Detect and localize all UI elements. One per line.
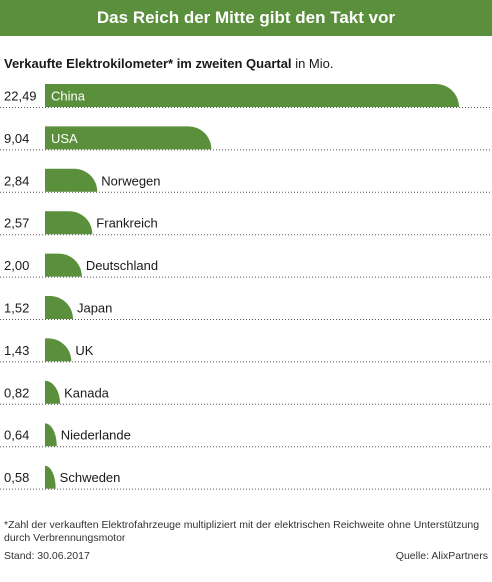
category-label: China bbox=[51, 89, 86, 104]
subtitle-unit: in Mio. bbox=[295, 56, 334, 71]
bar bbox=[45, 465, 56, 489]
footer-source: Quelle: AlixPartners bbox=[395, 550, 488, 562]
category-label: Norwegen bbox=[101, 173, 160, 188]
value-label: 1,43 bbox=[4, 343, 29, 358]
subtitle-bold: Verkaufte Elektrokilometer* im zweiten Q… bbox=[4, 56, 292, 71]
category-label: Schweden bbox=[60, 470, 121, 485]
value-label: 1,52 bbox=[4, 301, 29, 316]
footnote: *Zahl der verkauften Elektrofahrzeuge mu… bbox=[4, 519, 480, 544]
category-label: Frankreich bbox=[96, 216, 157, 231]
value-label: 2,57 bbox=[4, 216, 29, 231]
bar bbox=[45, 211, 93, 235]
value-label: 0,82 bbox=[4, 385, 29, 400]
category-label: Niederlande bbox=[61, 428, 131, 443]
banner-title: Das Reich der Mitte gibt den Takt vor bbox=[96, 8, 396, 27]
value-label: 2,00 bbox=[4, 258, 29, 273]
bar bbox=[45, 380, 61, 404]
category-label: UK bbox=[75, 343, 93, 358]
category-label: Deutschland bbox=[86, 258, 158, 273]
value-label: 9,04 bbox=[4, 131, 29, 146]
category-label: USA bbox=[51, 131, 78, 146]
header-banner: Das Reich der Mitte gibt den Takt vor bbox=[0, 0, 492, 36]
value-label: 2,84 bbox=[4, 173, 29, 188]
chart-subtitle: Verkaufte Elektrokilometer* im zweiten Q… bbox=[4, 56, 333, 71]
bar bbox=[45, 168, 98, 192]
bar bbox=[45, 84, 459, 107]
bar bbox=[45, 423, 57, 447]
bar bbox=[45, 296, 73, 319]
bar bbox=[45, 253, 82, 277]
footer-row: Stand: 30.06.2017 Quelle: AlixPartners bbox=[4, 550, 488, 562]
value-label: 0,64 bbox=[4, 428, 29, 443]
bar-chart: 22,49 China 9,04 USA 2,84 Norwegen 2,57 Frankre… bbox=[0, 84, 492, 490]
category-label: Kanada bbox=[64, 385, 110, 400]
footer-date: Stand: 30.06.2017 bbox=[4, 550, 90, 562]
bar bbox=[45, 126, 212, 150]
value-label: 22,49 bbox=[4, 89, 37, 104]
value-label: 0,58 bbox=[4, 470, 29, 485]
category-label: Japan bbox=[77, 301, 112, 316]
bar bbox=[45, 338, 72, 362]
